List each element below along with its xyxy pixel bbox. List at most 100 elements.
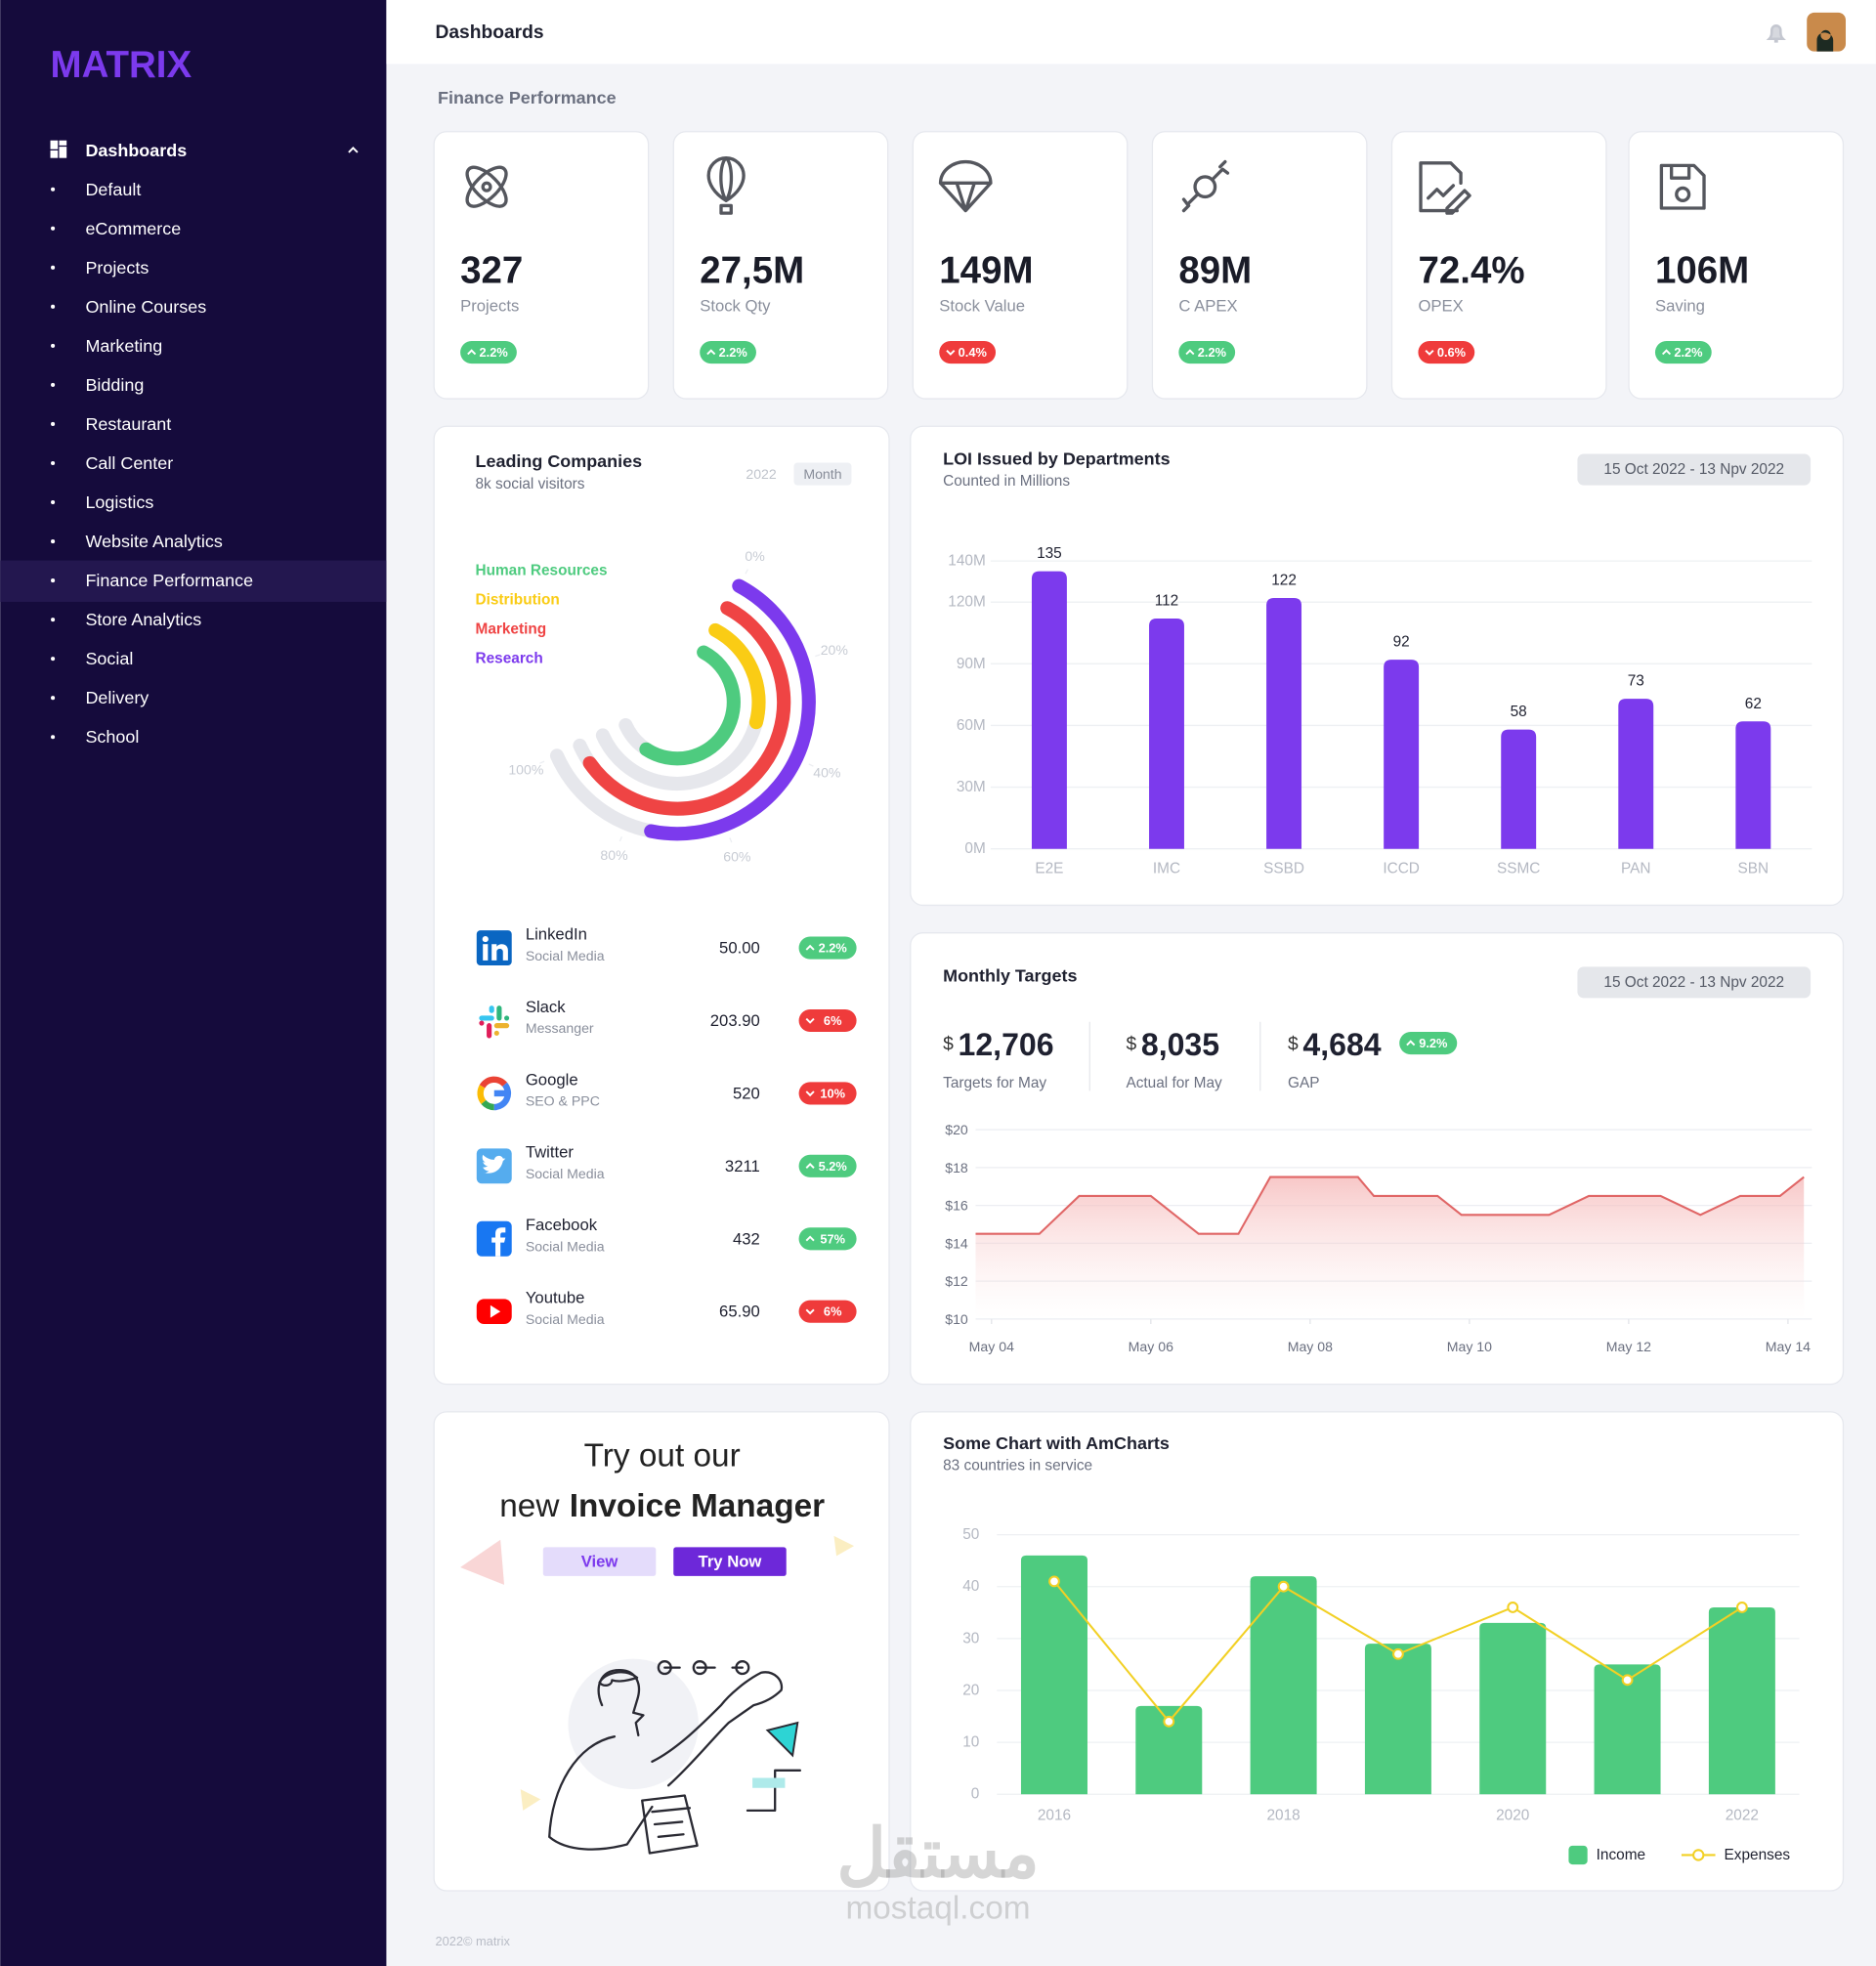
company-icon-part <box>493 1090 510 1097</box>
legend-label: Income <box>1597 1847 1645 1863</box>
value-label: 135 <box>1037 545 1062 562</box>
change-badge <box>1399 1032 1458 1055</box>
illustration-accent <box>752 1777 786 1788</box>
menu-item[interactable]: Store Analytics <box>85 610 201 629</box>
menu-item[interactable]: Logistics <box>85 492 153 512</box>
card <box>910 425 1845 907</box>
company-icon <box>479 1005 510 1039</box>
trend-arrow <box>805 944 815 951</box>
bullet <box>51 343 56 348</box>
company-name: LinkedIn <box>526 924 587 943</box>
kpi-icon <box>938 159 993 213</box>
illustration <box>641 1794 699 1855</box>
change-text: 6% <box>824 1304 842 1319</box>
menu-item[interactable]: Call Center <box>85 453 173 473</box>
company-icon-part <box>493 1023 510 1029</box>
kpi-icon <box>481 181 492 192</box>
company-icon <box>476 1220 512 1257</box>
x-tick-label: May 08 <box>1288 1339 1333 1354</box>
x-tick-label: May 04 <box>969 1339 1014 1354</box>
year-label: 2022 <box>746 466 777 482</box>
illustration <box>651 1807 692 1838</box>
menu-title[interactable]: Dashboards <box>85 141 187 160</box>
bar <box>1501 729 1537 849</box>
menu-item[interactable]: Delivery <box>85 688 149 707</box>
x-tick-label: May 12 <box>1606 1339 1651 1354</box>
company-icon <box>476 1148 512 1184</box>
x-tick-label: SSMC <box>1497 861 1540 877</box>
card <box>1390 131 1607 400</box>
card <box>433 131 650 400</box>
menu-item[interactable]: Projects <box>85 258 149 278</box>
promo-bold: Invoice Manager <box>570 1488 825 1524</box>
illustration <box>598 1671 639 1687</box>
menu-item[interactable]: Website Analytics <box>85 532 222 551</box>
bar <box>1708 1606 1775 1795</box>
promo-button[interactable] <box>673 1547 787 1576</box>
bar <box>1735 721 1771 849</box>
menu-item[interactable]: Finance Performance <box>85 571 253 590</box>
legend-label: Distribution <box>476 591 560 608</box>
company-icon <box>476 1299 512 1325</box>
promo-line: Try out our <box>584 1437 741 1474</box>
avatar-figure <box>1816 29 1834 52</box>
tick-mark <box>745 569 748 575</box>
menu-item[interactable]: Marketing <box>85 336 162 356</box>
company-icon-part <box>491 944 508 961</box>
menu-item[interactable]: Restaurant <box>85 414 171 434</box>
period-pill[interactable] <box>793 462 852 486</box>
menu-item[interactable]: School <box>85 727 139 747</box>
tick-label: 60% <box>723 848 751 864</box>
illustration <box>548 1735 654 1851</box>
change-badge <box>798 1300 857 1323</box>
menu-item[interactable]: eCommerce <box>85 219 181 238</box>
bullet <box>51 499 56 505</box>
menu-item[interactable]: Social <box>85 649 133 668</box>
menu-item[interactable]: Default <box>85 180 141 199</box>
stat-value: 8,035 <box>1141 1027 1219 1062</box>
promo-button-label[interactable]: View <box>581 1553 618 1571</box>
menu-icon <box>59 140 67 146</box>
value-label: 112 <box>1155 593 1179 610</box>
section-title: Finance Performance <box>438 88 617 107</box>
illustration <box>692 1660 707 1676</box>
company-icon-part <box>482 1154 506 1174</box>
company-value: 65.90 <box>719 1303 760 1321</box>
bullet <box>51 578 56 583</box>
trend-arrow <box>946 349 956 356</box>
y-tick-label: $16 <box>945 1198 968 1214</box>
brand: MATRIX <box>51 44 192 86</box>
company-name: Facebook <box>526 1216 598 1234</box>
kpi-icon <box>706 156 746 215</box>
promo-button-label[interactable]: Try Now <box>699 1553 762 1571</box>
company-name: Youtube <box>526 1289 585 1307</box>
promo-button[interactable] <box>542 1547 657 1576</box>
menu-item[interactable]: Online Courses <box>85 297 206 317</box>
y-tick-label: 40 <box>962 1578 979 1595</box>
bullet <box>51 226 56 231</box>
kpi-value: 106M <box>1655 250 1749 292</box>
stat-label: GAP <box>1288 1075 1319 1091</box>
kpi-label: C APEX <box>1178 297 1237 316</box>
page-title: Dashboards <box>435 22 543 43</box>
bell-icon[interactable] <box>1766 24 1786 43</box>
menu-item[interactable]: Bidding <box>85 375 144 395</box>
company-icon-part <box>481 1099 495 1111</box>
change-text: 5.2% <box>819 1159 848 1174</box>
decor-triangle <box>460 1539 505 1585</box>
card-title: Leading Companies <box>476 451 643 471</box>
tick-mark <box>815 654 821 658</box>
kpi-value: 89M <box>1178 250 1252 292</box>
point <box>1507 1602 1519 1613</box>
trend-arrow <box>805 1017 815 1024</box>
date-range-pill[interactable] <box>1577 453 1812 486</box>
y-tick-label: 120M <box>948 594 985 611</box>
trend-arrow <box>1661 349 1672 356</box>
date-range-pill[interactable] <box>1577 966 1812 999</box>
company-icon-part <box>477 1085 487 1105</box>
change-text: 2.2% <box>479 345 508 360</box>
value-label: 62 <box>1745 696 1762 712</box>
y-tick-label: $20 <box>945 1122 968 1137</box>
bullet <box>51 187 56 192</box>
tick-mark <box>729 837 733 843</box>
